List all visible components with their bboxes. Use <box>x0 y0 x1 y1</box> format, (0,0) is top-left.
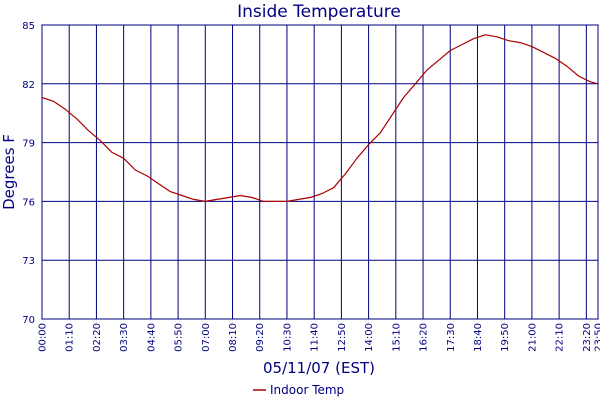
x-tick-label: 16:20 <box>419 323 430 352</box>
y-tick-label: 73 <box>22 256 35 267</box>
plot-area-border <box>41 24 599 320</box>
x-tick-label: 07:00 <box>201 323 212 352</box>
x-tick-label: 22:10 <box>555 323 566 352</box>
x-tick-label: 12:50 <box>337 323 348 352</box>
x-tick-label: 15:10 <box>391 323 402 352</box>
y-tick-label: 76 <box>22 197 35 208</box>
x-axis-ticks: 00:00 01:10 02:20 03:30 04:40 05:50 07:00 08:10… <box>38 323 600 352</box>
y-axis-ticks: 70 73 76 79 82 85 <box>22 21 35 326</box>
y-tick-label: 85 <box>22 21 35 32</box>
legend: Indoor Temp <box>253 383 344 397</box>
x-tick-label: 09:20 <box>255 323 266 352</box>
y-axis-label: Degrees F <box>0 134 18 210</box>
x-tick-label: 01:10 <box>65 323 76 352</box>
x-tick-label: 04:40 <box>146 323 157 352</box>
y-tick-label: 79 <box>22 139 35 150</box>
x-tick-label: 17:30 <box>446 323 457 352</box>
x-tick-label: 08:10 <box>228 323 239 352</box>
series-line-indoor-temp <box>41 34 599 202</box>
grid <box>41 24 599 320</box>
x-axis-label: 05/11/07 (EST) <box>263 359 375 377</box>
y-tick-label: 82 <box>22 80 35 91</box>
x-tick-label: 23:50 <box>594 323 600 352</box>
x-tick-label: 02:20 <box>92 323 103 352</box>
x-tick-label: 05:50 <box>174 323 185 352</box>
legend-label-indoor-temp: Indoor Temp <box>270 383 344 397</box>
x-tick-label: 10:30 <box>282 323 293 352</box>
x-tick-label: 23:20 <box>582 323 593 352</box>
x-tick-label: 11:40 <box>310 323 321 352</box>
x-tick-label: 18:40 <box>473 323 484 352</box>
chart-title: Inside Temperature <box>237 2 401 22</box>
x-tick-label: 19:50 <box>500 323 511 352</box>
x-tick-label: 00:00 <box>38 323 49 352</box>
series-layer <box>41 34 599 202</box>
x-tick-label: 21:00 <box>527 323 538 352</box>
x-tick-label: 14:00 <box>364 323 375 352</box>
y-tick-label: 70 <box>22 315 35 326</box>
x-tick-label: 03:30 <box>119 323 130 352</box>
